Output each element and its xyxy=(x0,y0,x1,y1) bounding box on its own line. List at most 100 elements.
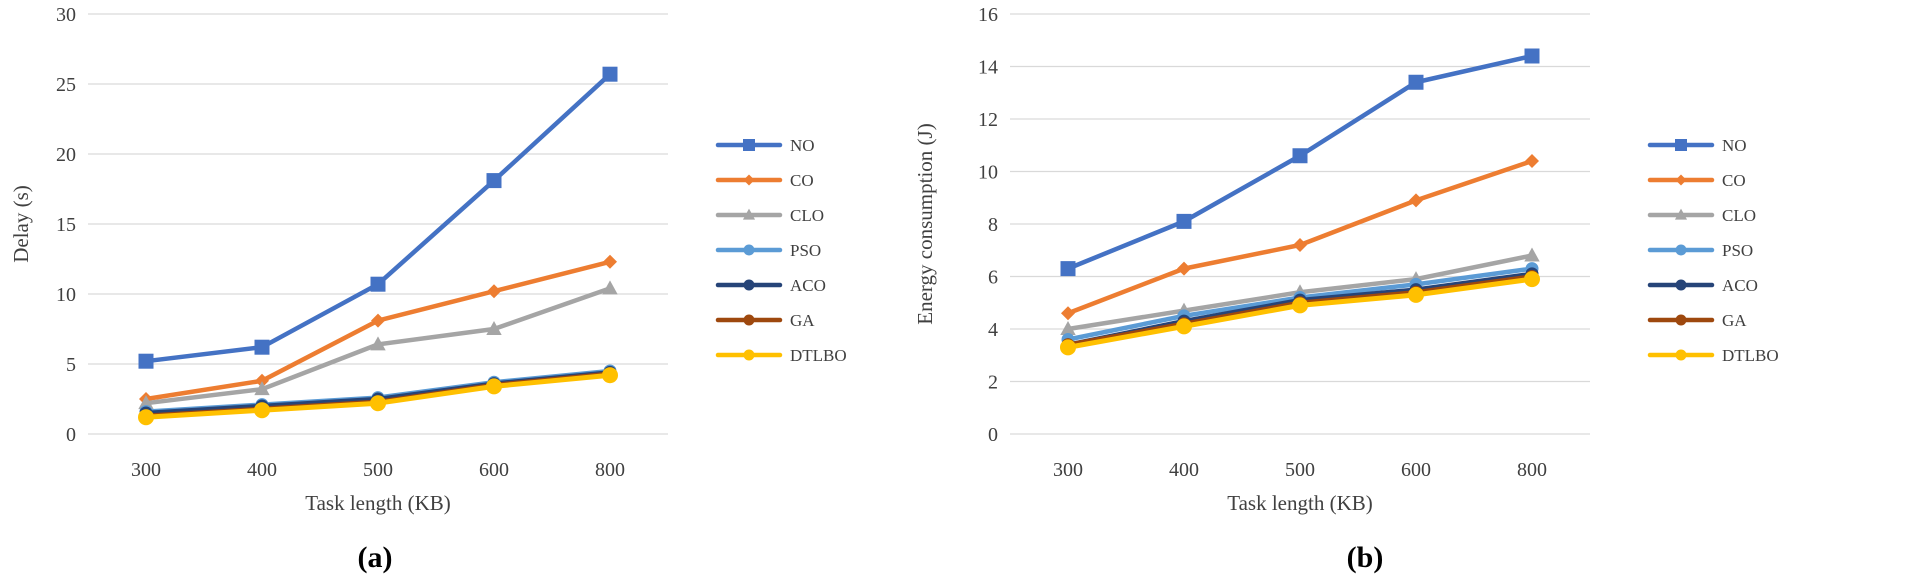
y-tick-label: 5 xyxy=(66,354,76,376)
legend-label: CLO xyxy=(1722,206,1756,225)
y-tick-label: 8 xyxy=(988,214,998,236)
legend-label: DTLBO xyxy=(790,346,847,365)
legend-label: GA xyxy=(790,311,815,330)
data-point xyxy=(254,402,270,419)
data-point xyxy=(138,409,154,426)
data-point xyxy=(602,367,618,384)
legend-item: DTLBO xyxy=(715,346,847,365)
legend-label: ACO xyxy=(790,276,826,295)
x-tick-label: 800 xyxy=(1517,459,1547,481)
x-axis-title: Task length (KB) xyxy=(1227,491,1373,515)
data-point xyxy=(486,320,502,335)
x-tick-label: 600 xyxy=(479,459,509,481)
x-tick-label: 500 xyxy=(363,459,393,481)
panel-label: (b) xyxy=(1347,541,1384,574)
data-point xyxy=(1524,48,1540,64)
series-no xyxy=(1060,48,1540,277)
data-point xyxy=(371,313,385,328)
data-point xyxy=(1524,271,1540,288)
data-point xyxy=(138,395,154,410)
data-point xyxy=(1408,74,1424,90)
legend-item: ACO xyxy=(1647,276,1758,295)
y-tick-label: 2 xyxy=(988,372,998,394)
y-tick-label: 6 xyxy=(988,267,998,289)
data-point xyxy=(1060,339,1076,356)
series-co xyxy=(1061,154,1539,321)
legend-label: NO xyxy=(1722,136,1747,155)
legend: NO CO CLO PSO ACO GA DTLBO xyxy=(1647,136,1779,365)
y-tick-label: 12 xyxy=(978,109,998,131)
y-tick-label: 0 xyxy=(988,424,998,446)
legend-item: CO xyxy=(715,171,814,190)
x-tick-label: 800 xyxy=(595,459,625,481)
data-point xyxy=(487,284,501,299)
y-tick-label: 25 xyxy=(56,74,76,96)
chart-delay: 0 5 10 15 20 25 30 300 400 500 600 800 Task length (… xyxy=(9,4,847,574)
data-point xyxy=(1293,238,1307,252)
legend-label: ACO xyxy=(1722,276,1758,295)
legend-swatch-marker xyxy=(743,279,755,291)
legend-label: GA xyxy=(1722,311,1747,330)
data-point xyxy=(603,254,617,269)
data-point xyxy=(254,339,270,355)
legend-swatch-marker xyxy=(1675,244,1687,256)
y-tick-label: 30 xyxy=(56,4,76,26)
x-tick-label: 400 xyxy=(247,459,277,481)
x-tick-label: 500 xyxy=(1285,459,1315,481)
legend-item: NO xyxy=(1647,136,1747,155)
data-point xyxy=(1408,286,1424,303)
legend-swatch-marker xyxy=(1675,314,1687,326)
legend-swatch-marker xyxy=(1674,208,1688,220)
data-point xyxy=(370,276,386,292)
chart-energy: 0 2 4 6 8 10 12 14 16 300 400 500 600 800 Task length … xyxy=(913,4,1779,574)
legend-label: PSO xyxy=(790,241,821,260)
legend-swatch-marker xyxy=(1675,139,1687,151)
gridlines xyxy=(1010,13,1590,435)
legend-label: NO xyxy=(790,136,815,155)
legend-item: DTLBO xyxy=(1647,346,1779,365)
x-tick-label: 600 xyxy=(1401,459,1431,481)
y-axis-title: Delay (s) xyxy=(9,185,33,263)
data-point xyxy=(1524,247,1540,262)
series-no xyxy=(138,66,618,369)
data-point xyxy=(1176,318,1192,335)
x-tick-label: 400 xyxy=(1169,459,1199,481)
legend-item: ACO xyxy=(715,276,826,295)
data-point xyxy=(1525,154,1539,168)
data-point xyxy=(370,336,386,351)
legend-item: GA xyxy=(1647,311,1747,330)
data-point xyxy=(486,378,502,395)
data-point xyxy=(486,173,502,189)
data-point xyxy=(138,353,154,369)
legend-item: CLO xyxy=(715,206,824,225)
y-tick-label: 15 xyxy=(56,214,76,236)
y-tick-label: 0 xyxy=(66,424,76,446)
legend-swatch-marker xyxy=(743,139,755,151)
y-tick-label: 20 xyxy=(56,144,76,166)
data-point xyxy=(370,395,386,412)
y-axis-title: Energy consumption (J) xyxy=(913,123,937,324)
legend-item: PSO xyxy=(1647,241,1753,260)
series-dtlbo xyxy=(1060,271,1540,356)
data-point xyxy=(1061,306,1075,321)
legend-swatch-marker xyxy=(743,244,755,256)
data-point xyxy=(1060,261,1076,277)
x-tick-label: 300 xyxy=(1053,459,1083,481)
gridlines xyxy=(88,13,668,435)
legend-item: CLO xyxy=(1647,206,1756,225)
x-axis-title: Task length (KB) xyxy=(305,491,451,515)
legend-swatch-marker xyxy=(743,174,755,186)
y-tick-label: 16 xyxy=(978,4,998,26)
x-tick-label: 300 xyxy=(131,459,161,481)
data-point xyxy=(255,373,269,388)
data-point xyxy=(1292,148,1308,164)
legend-swatch-marker xyxy=(743,349,755,361)
data-point xyxy=(1292,297,1308,314)
panel-label: (a) xyxy=(358,541,393,574)
y-tick-label: 4 xyxy=(988,319,998,341)
y-tick-label: 14 xyxy=(978,57,998,79)
data-point xyxy=(254,381,270,396)
data-point xyxy=(1060,320,1076,335)
data-point xyxy=(1176,213,1192,229)
